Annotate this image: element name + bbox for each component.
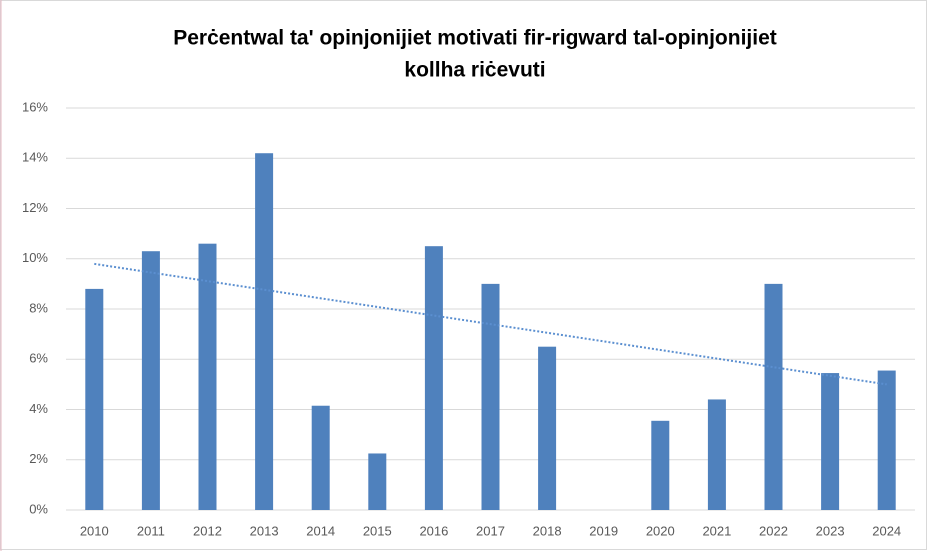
y-tick-label: 8%: [29, 300, 48, 315]
bar: [85, 288, 104, 510]
x-tick-label: 2019: [589, 523, 618, 538]
x-tick-label: 2012: [193, 523, 222, 538]
y-tick-label: 14%: [22, 150, 48, 165]
x-tick-label: 2024: [872, 523, 901, 538]
x-tick-label: 2020: [646, 523, 675, 538]
bar: [368, 453, 387, 510]
x-tick-label: 2022: [759, 523, 788, 538]
x-tick-label: 2011: [137, 523, 165, 538]
bar: [651, 420, 670, 510]
bar: [877, 370, 896, 510]
x-tick-label: 2018: [533, 523, 562, 538]
x-tick-label: 2017: [476, 523, 505, 538]
x-tick-label: 2013: [250, 523, 279, 538]
bar: [198, 243, 217, 511]
bar: [707, 399, 726, 510]
bar: [764, 283, 783, 510]
y-tick-label: 6%: [29, 351, 48, 366]
trendline: [94, 262, 887, 386]
bar: [424, 246, 443, 510]
y-tick-label: 4%: [29, 401, 48, 416]
x-tick-label: 2015: [363, 523, 392, 538]
y-tick-label: 12%: [22, 200, 48, 215]
y-tick-label: 10%: [22, 250, 48, 265]
chart-title: kollha riċevuti: [404, 59, 545, 82]
bar: [821, 373, 840, 510]
bar: [255, 153, 274, 510]
bar: [311, 405, 330, 510]
y-tick-label: 16%: [22, 99, 48, 114]
x-tick-label: 2021: [702, 523, 731, 538]
x-tick-label: 2014: [306, 523, 335, 538]
chart-title: Perċentwal ta' opinjonijiet motivati fir…: [173, 27, 777, 50]
bar: [141, 251, 160, 510]
y-tick-label: 0%: [29, 501, 48, 516]
x-tick-label: 2010: [80, 523, 109, 538]
bar: [481, 283, 500, 510]
bar: [538, 346, 557, 510]
x-tick-label: 2016: [419, 523, 448, 538]
y-tick-label: 2%: [29, 451, 48, 466]
x-tick-label: 2023: [816, 523, 845, 538]
